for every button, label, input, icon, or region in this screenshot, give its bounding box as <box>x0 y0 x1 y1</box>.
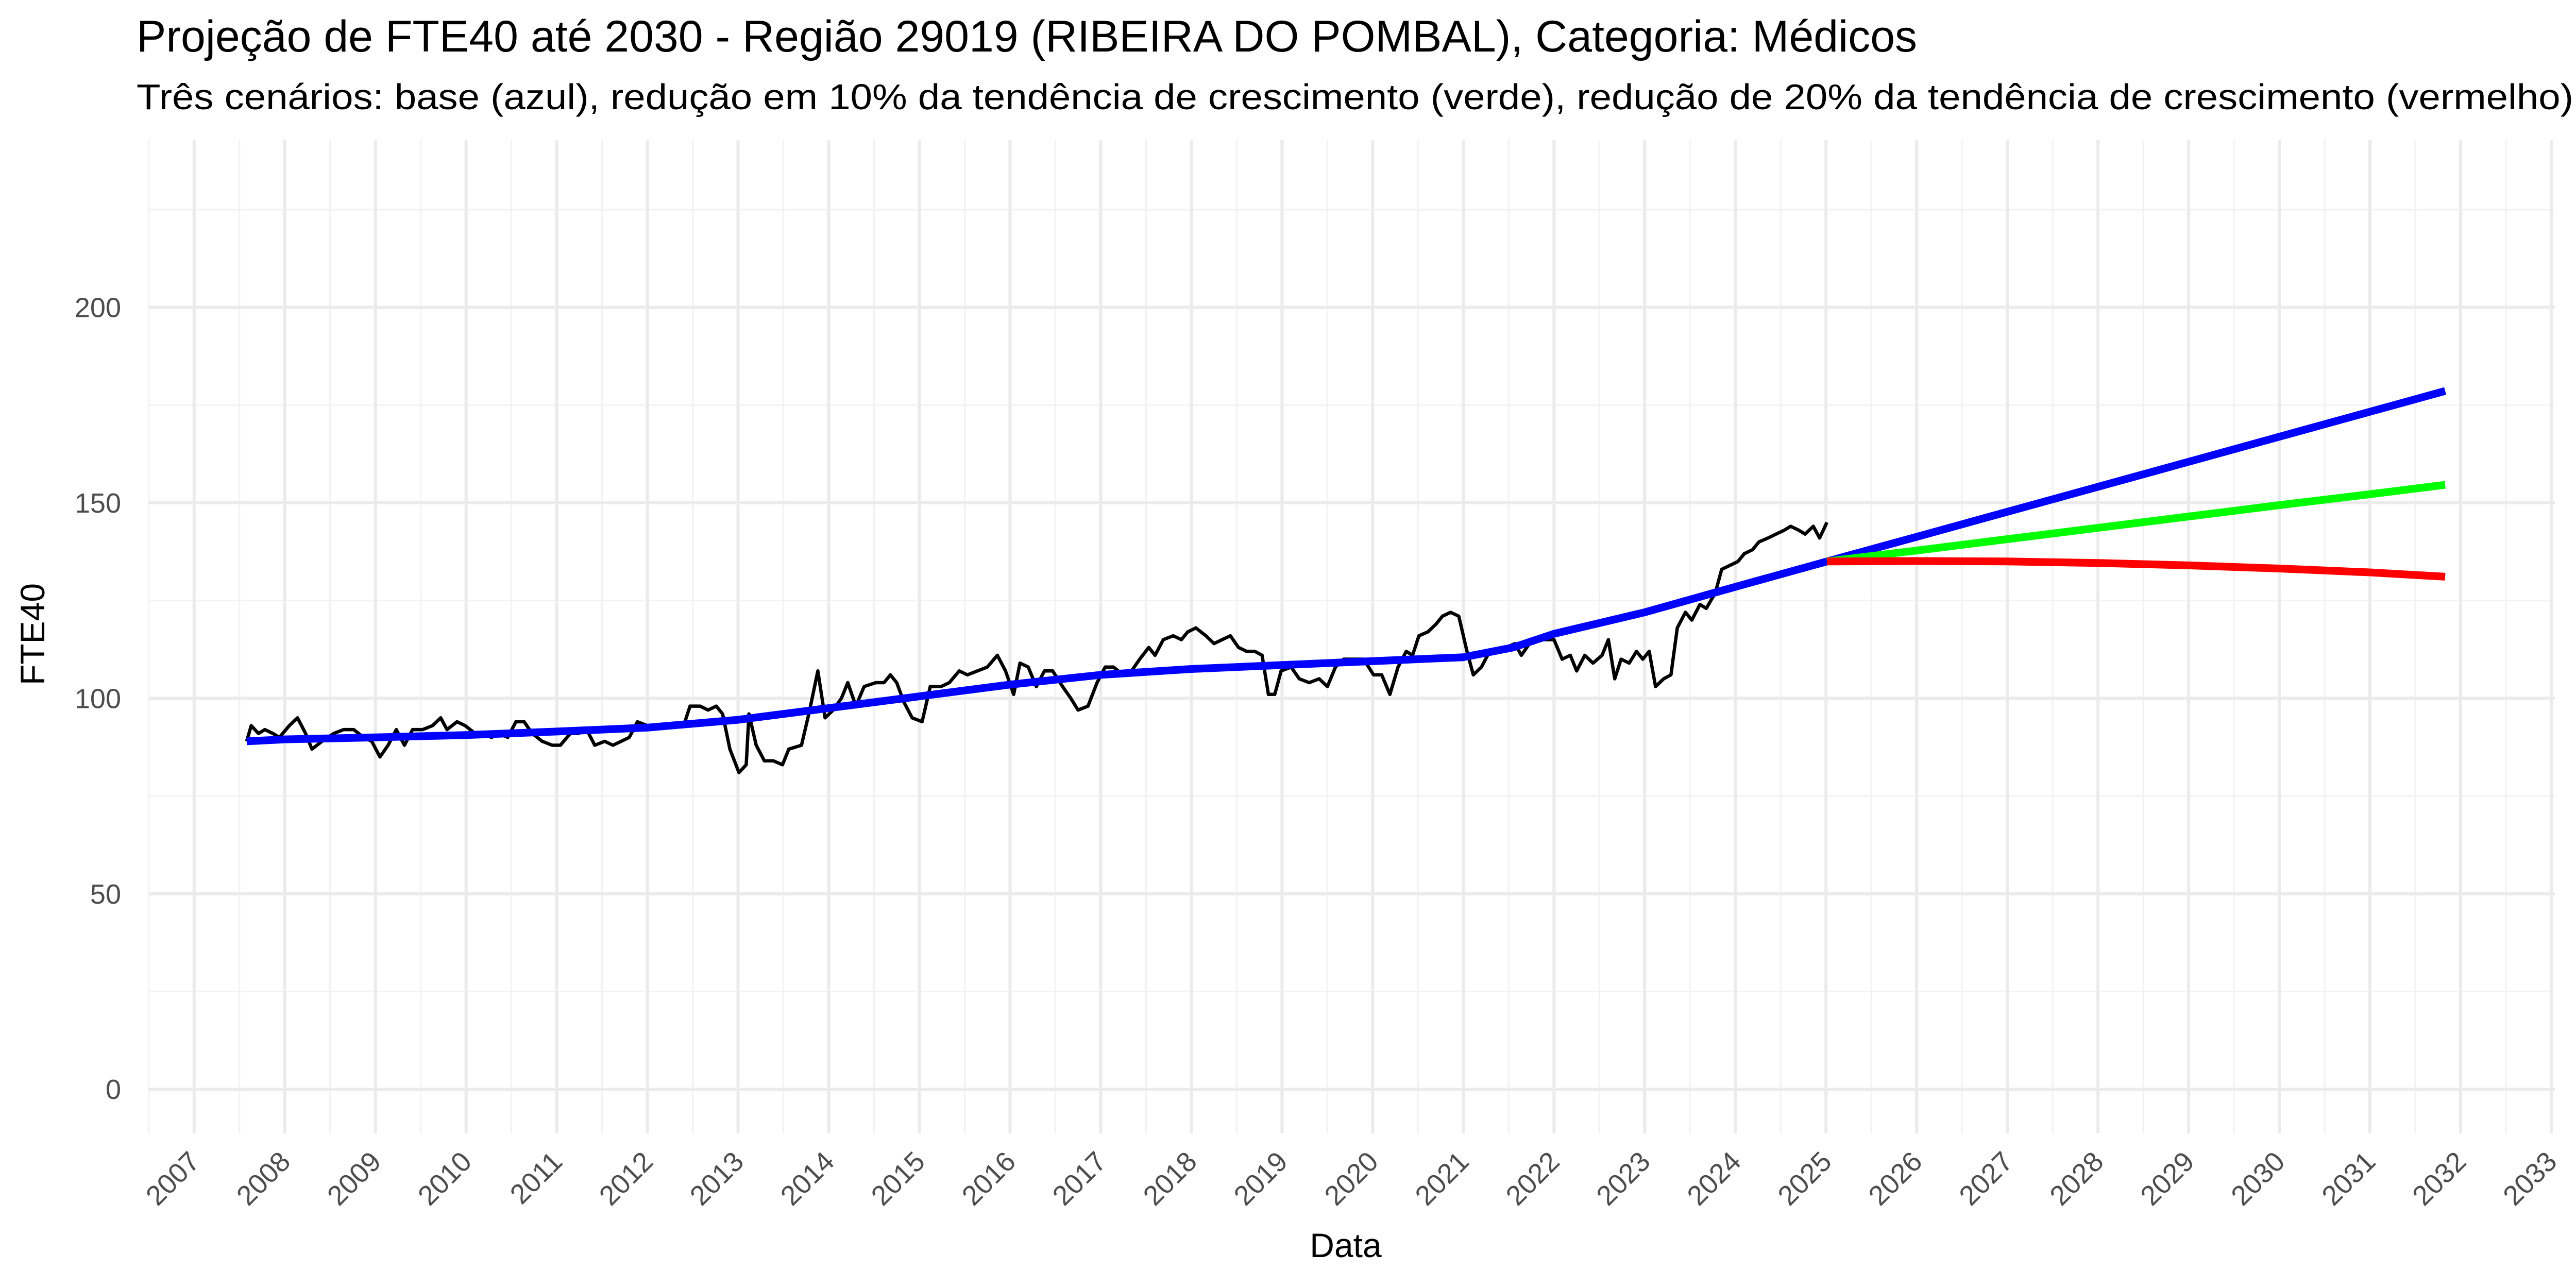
y-tick-label: 200 <box>75 293 121 324</box>
series-line <box>246 387 2447 745</box>
y-tick-label: 50 <box>90 879 121 910</box>
chart-title: Projeção de FTE40 até 2030 - Região 2901… <box>137 12 1917 61</box>
x-axis-title: Data <box>1310 1226 1382 1264</box>
chart-subtitle: Três cenários: base (azul), redução em 1… <box>137 77 2573 117</box>
lines <box>245 387 2447 774</box>
y-axis-title: FTE40 <box>13 583 52 685</box>
series-line <box>1826 481 2446 566</box>
grid <box>148 140 2555 1133</box>
y-tick-label: 150 <box>75 488 121 519</box>
y-tick-label: 0 <box>106 1074 121 1105</box>
series-line <box>1826 557 2446 581</box>
y-tick-label: 100 <box>75 683 121 714</box>
series-line <box>245 521 1828 774</box>
